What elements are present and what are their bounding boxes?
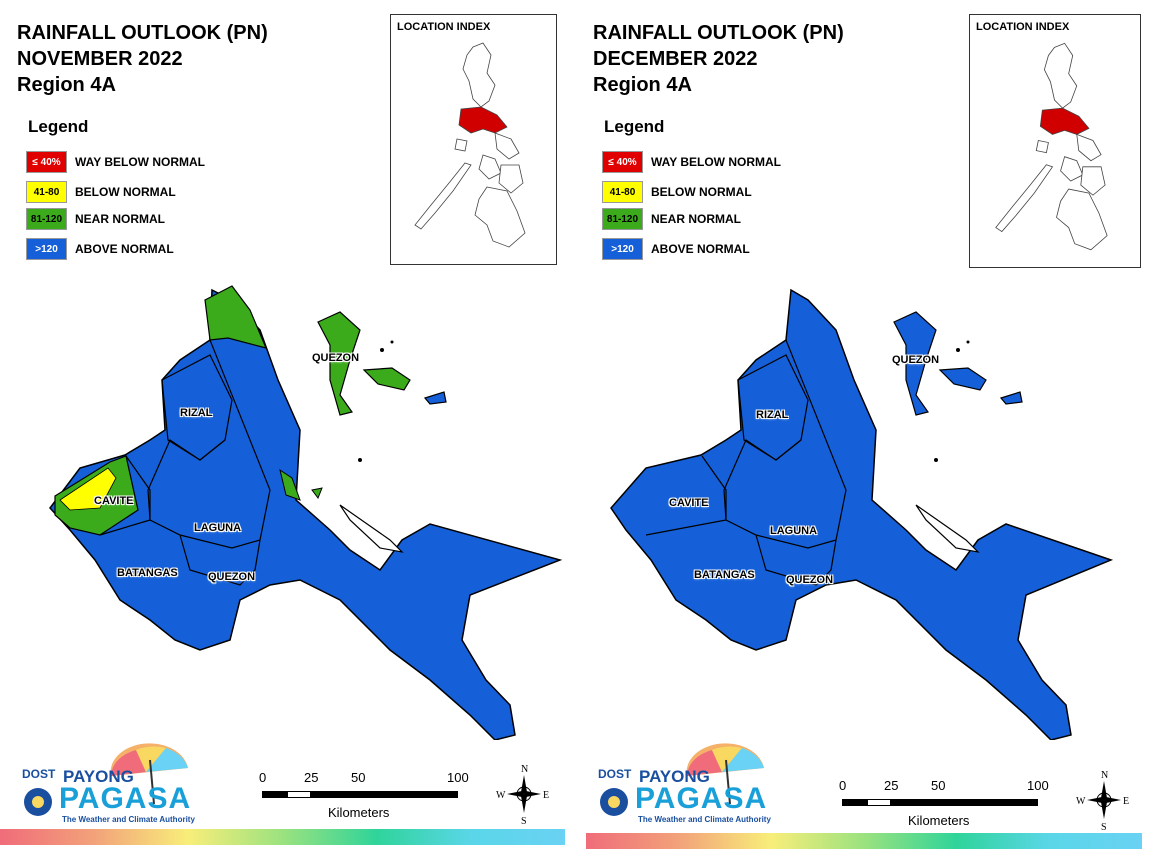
title-line-2: DECEMBER 2022 (593, 48, 758, 70)
compass-icon: N S E W (496, 762, 552, 831)
compass-icon: N S E W (1076, 768, 1132, 837)
scale-tick: 100 (1027, 778, 1049, 793)
map-title: RAINFALL OUTLOOK (PN) NOVEMBER 2022 Regi… (17, 20, 268, 98)
legend-label: BELOW NORMAL (75, 185, 176, 199)
region-4a-map (610, 288, 1114, 740)
scale-unit: Kilometers (908, 813, 970, 828)
rainbow-strip (586, 833, 1142, 849)
legend-swatch: ≤ 40% (602, 151, 643, 173)
mainland-region (610, 288, 1114, 740)
mainland-region (49, 288, 563, 740)
scale-tick: 50 (351, 770, 366, 785)
legend-swatch: 41-80 (602, 181, 643, 203)
scale-tick: 0 (839, 778, 847, 793)
svg-text:S: S (521, 816, 527, 826)
svg-text:E: E (543, 790, 549, 801)
panel-november: RAINFALL OUTLOOK (PN) NOVEMBER 2022 Regi… (0, 14, 565, 845)
scale-tick: 0 (259, 770, 267, 785)
panel-december: RAINFALL OUTLOOK (PN) DECEMBER 2022 Regi… (576, 0, 1152, 864)
logo-pagasa: PAGASA (635, 782, 768, 815)
province-label-cavite: CAVITE (669, 497, 709, 509)
title-line-1: RAINFALL OUTLOOK (PN) (593, 22, 844, 44)
title-line-3: Region 4A (593, 74, 692, 96)
legend-swatch: 81-120 (26, 208, 67, 230)
legend-item-below: 41-80 BELOW NORMAL (602, 181, 752, 203)
legend-label: WAY BELOW NORMAL (651, 155, 782, 169)
philippines-index-map (414, 42, 526, 248)
legend-swatch: 41-80 (26, 181, 67, 203)
logo-payong: PAYONG (639, 767, 710, 786)
legend-swatch: 81-120 (602, 208, 643, 230)
legend-swatch: >120 (26, 238, 67, 260)
legend-label: ABOVE NORMAL (75, 242, 174, 256)
legend-label: BELOW NORMAL (651, 185, 752, 199)
rainbow-strip (0, 829, 565, 845)
svg-text:S: S (1101, 822, 1107, 832)
legend-swatch: ≤ 40% (26, 151, 67, 173)
region-4a-map (49, 285, 563, 740)
province-label-batangas: BATANGAS (117, 567, 178, 579)
svg-text:N: N (1101, 770, 1108, 781)
legend-swatch: >120 (602, 238, 643, 260)
pagasa-logo: DOST PAYONG PAGASA The Weather and Clima… (592, 738, 772, 830)
location-index-title: LOCATION INDEX (397, 21, 491, 33)
logo-payong: PAYONG (63, 767, 134, 786)
legend-label: NEAR NORMAL (651, 212, 741, 226)
scale-tick: 100 (447, 770, 469, 785)
map-title: RAINFALL OUTLOOK (PN) DECEMBER 2022 Regi… (593, 20, 844, 98)
philippines-index-map (995, 42, 1108, 251)
location-index-title: LOCATION INDEX (976, 21, 1070, 33)
svg-text:W: W (1076, 796, 1086, 807)
legend-item-below: 41-80 BELOW NORMAL (26, 181, 176, 203)
province-label-rizal: RIZAL (756, 409, 789, 421)
title-line-2: NOVEMBER 2022 (17, 48, 183, 70)
legend-title: Legend (604, 117, 665, 136)
logo-pagasa: PAGASA (59, 782, 192, 815)
province-label-quezon-north: QUEZON (312, 352, 360, 364)
scale-tick: 25 (304, 770, 319, 785)
legend-item-above: >120 ABOVE NORMAL (26, 238, 174, 260)
cavite-below-normal (59, 467, 117, 511)
legend-item-above: >120 ABOVE NORMAL (602, 238, 750, 260)
north-tip-near-normal (204, 285, 268, 349)
location-index-inset: LOCATION INDEX (969, 14, 1141, 268)
legend-item-near: 81-120 NEAR NORMAL (26, 208, 165, 230)
pagasa-logo: DOST PAYONG PAGASA The Weather and Clima… (16, 738, 196, 830)
logo-tagline: The Weather and Climate Authority (62, 815, 195, 824)
province-label-quezon-south: QUEZON (786, 574, 834, 586)
legend-label: WAY BELOW NORMAL (75, 155, 206, 169)
legend-item-way-below: ≤ 40% WAY BELOW NORMAL (602, 151, 781, 173)
scale-unit: Kilometers (328, 805, 390, 820)
province-label-laguna: LAGUNA (770, 525, 818, 537)
svg-text:E: E (1123, 796, 1129, 807)
province-label-batangas: BATANGAS (694, 569, 755, 581)
logo-dost: DOST (22, 767, 56, 781)
title-line-1: RAINFALL OUTLOOK (PN) (17, 22, 268, 44)
svg-text:N: N (521, 764, 528, 775)
legend-label: NEAR NORMAL (75, 212, 165, 226)
scale-tick: 50 (931, 778, 946, 793)
logo-dost: DOST (598, 767, 632, 781)
province-label-quezon-south: QUEZON (208, 571, 256, 583)
province-label-rizal: RIZAL (180, 407, 213, 419)
location-index-inset: LOCATION INDEX (390, 14, 557, 265)
scale-tick: 25 (884, 778, 899, 793)
legend-label: ABOVE NORMAL (651, 242, 750, 256)
polillo-near-normal (317, 311, 361, 416)
title-line-3: Region 4A (17, 74, 116, 96)
province-label-laguna: LAGUNA (194, 522, 242, 534)
svg-text:W: W (496, 790, 506, 801)
east-coast-near-normal (279, 468, 301, 501)
legend-title: Legend (28, 117, 89, 136)
legend-item-near: 81-120 NEAR NORMAL (602, 208, 741, 230)
legend-item-way-below: ≤ 40% WAY BELOW NORMAL (26, 151, 205, 173)
province-label-quezon-north: QUEZON (892, 354, 940, 366)
logo-tagline: The Weather and Climate Authority (638, 815, 771, 824)
province-label-cavite: CAVITE (94, 495, 134, 507)
